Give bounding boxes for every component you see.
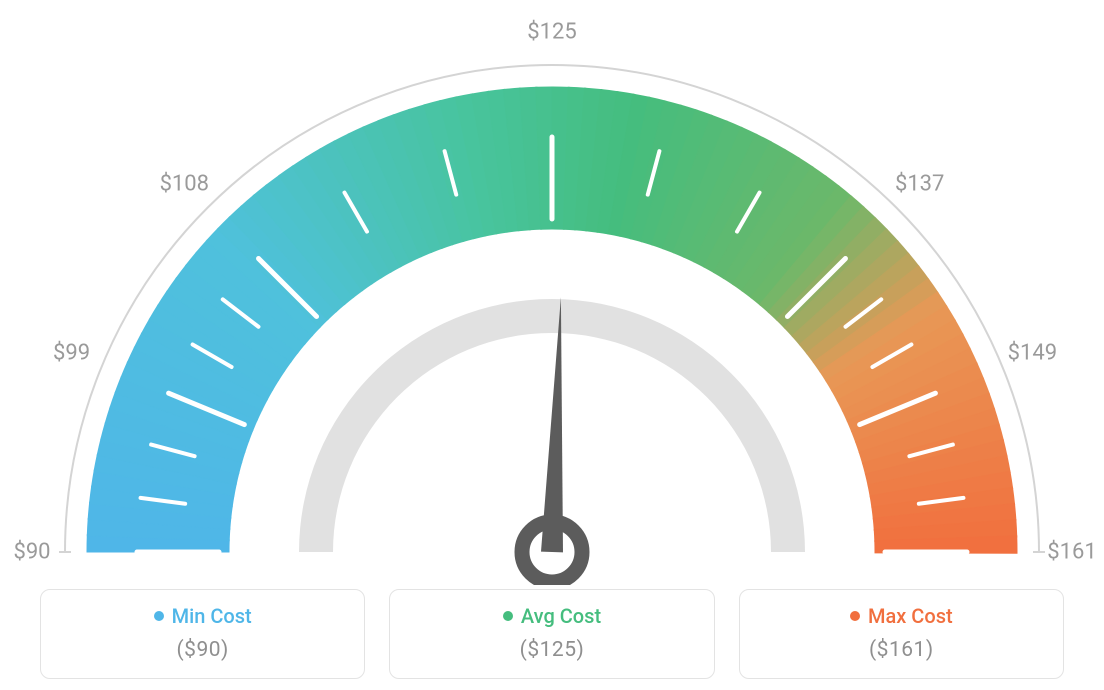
legend-value-min: ($90) <box>51 638 354 662</box>
legend-title-max: Max Cost <box>850 604 953 628</box>
legend-title-min: Min Cost <box>154 604 252 628</box>
legend-label-min: Min Cost <box>172 604 252 628</box>
legend-card-avg: Avg Cost ($125) <box>389 589 714 679</box>
gauge-tick-label: $99 <box>53 341 90 366</box>
gauge-tick-label: $149 <box>1008 341 1057 366</box>
gauge-tick-label: $108 <box>160 172 209 197</box>
legend-label-avg: Avg Cost <box>521 604 601 628</box>
legend-title-avg: Avg Cost <box>503 604 601 628</box>
legend-row: Min Cost ($90) Avg Cost ($125) Max Cost … <box>0 589 1104 679</box>
gauge-tick-label: $90 <box>13 540 50 565</box>
gauge-tick-label: $161 <box>1047 540 1096 565</box>
legend-card-max: Max Cost ($161) <box>739 589 1064 679</box>
legend-dot-max <box>850 611 860 621</box>
gauge-chart: $90 $99 $108 $125 $137 $149 $161 <box>0 0 1104 585</box>
legend-value-avg: ($125) <box>400 638 703 662</box>
legend-dot-min <box>154 611 164 621</box>
gauge-tick-label: $125 <box>527 20 576 45</box>
gauge-tick-label: $137 <box>895 172 944 197</box>
legend-card-min: Min Cost ($90) <box>40 589 365 679</box>
legend-value-max: ($161) <box>750 638 1053 662</box>
gauge-svg <box>0 0 1104 585</box>
legend-label-max: Max Cost <box>868 604 953 628</box>
legend-dot-avg <box>503 611 513 621</box>
